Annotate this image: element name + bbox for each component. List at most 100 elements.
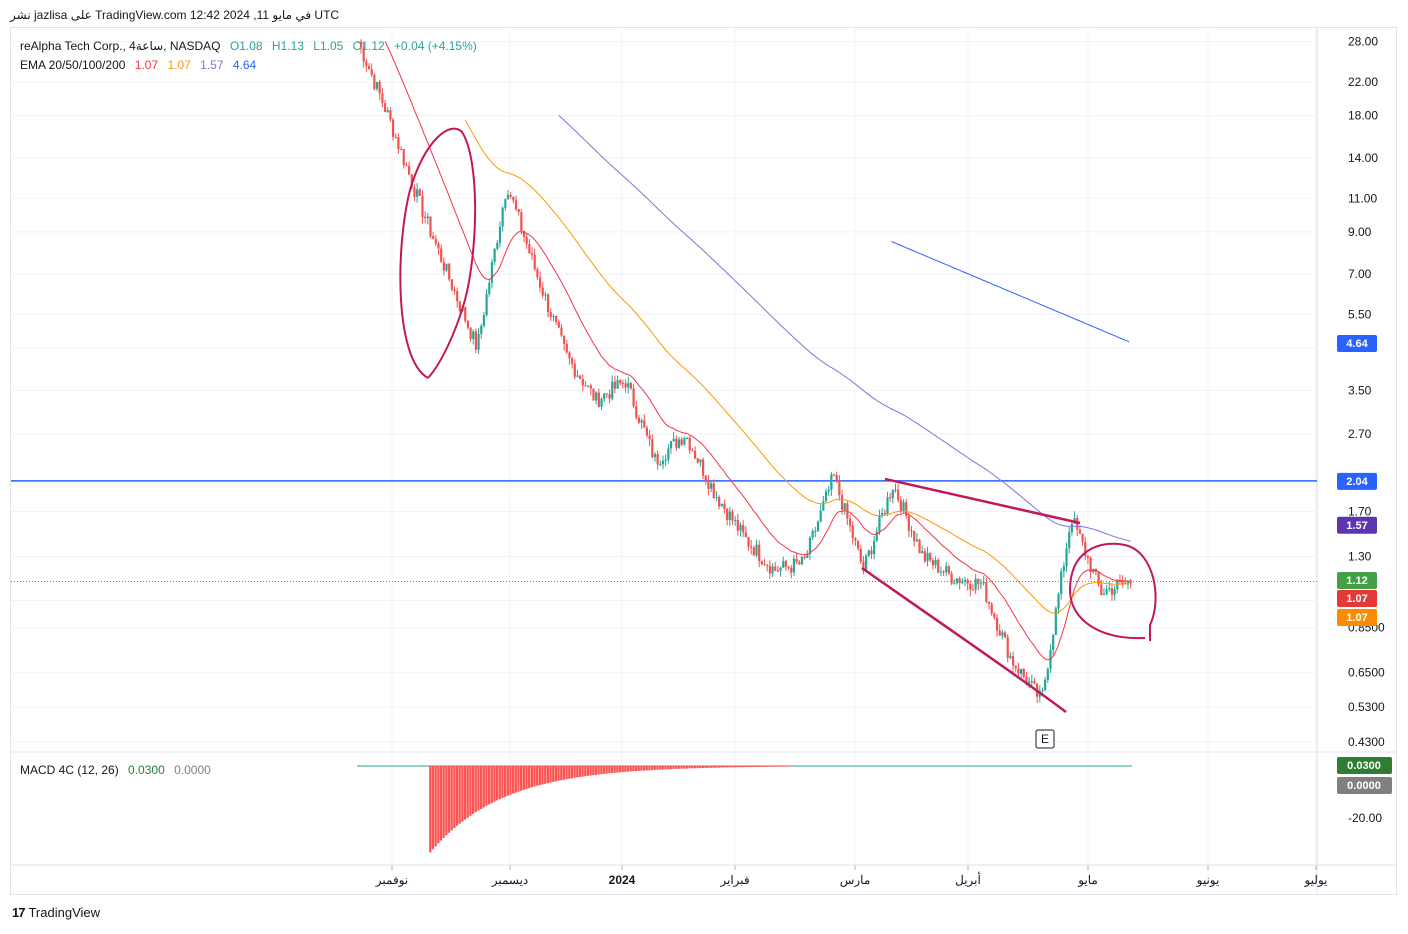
candle-body [397,137,400,150]
macd-hist-bar [717,766,721,768]
candle-body [1068,532,1071,549]
legend-macd-row: MACD 4C (12, 26) 0.0300 0.0000 [20,763,217,777]
candle-body [554,316,558,322]
candle-body [693,450,697,459]
candle-body [635,406,638,418]
tradingview-brand[interactable]: 17 TradingView [12,905,100,920]
price-tick-label: 18.00 [1348,109,1378,123]
candle-body [905,502,908,516]
macd-hist-bar [656,766,659,770]
candle-body [477,333,480,350]
macd-hist-bar [765,766,769,767]
ema50-line [464,119,1131,614]
candle-body [918,539,921,554]
macd-hist-bar [688,766,691,769]
macd-hist-bar [586,766,590,776]
macd-hist-bar [725,766,729,768]
candle-body [659,464,662,466]
candle-body [889,497,892,499]
candle-body [987,601,991,604]
macd-hist-bar [458,766,461,824]
candle-body [1113,589,1116,595]
legend-low: L1.05 [313,39,344,53]
candle-body [624,383,627,388]
legend-ema20: 1.07 [134,58,159,72]
candle-body [768,565,771,574]
macd-hist-bar [715,766,718,768]
candle-body [990,603,993,614]
candle-body [383,103,387,112]
candle-body [718,496,721,507]
time-tick-label: ديسمبر [491,873,529,887]
macd-hist-bar [773,766,777,767]
candle-body [1011,655,1015,666]
candle-body [734,519,737,521]
candle-body [894,489,897,491]
candle-body [429,216,432,237]
candle-body [367,65,371,70]
candle-body [1089,557,1092,573]
candle-body [934,559,937,566]
candle-body [752,547,755,556]
price-badge [1337,572,1377,589]
candle-body [953,583,956,585]
candle-body [538,277,542,288]
candle-body [1070,523,1073,533]
price-axis[interactable]: 28.0022.0018.0014.0011.009.007.005.504.5… [1337,35,1392,825]
macd-hist-bar [699,766,702,769]
candle-body [517,209,520,213]
candle-body [875,531,878,541]
candle-body [576,375,579,377]
candle-body [568,352,571,359]
candle-body [848,518,852,526]
macd-hist-bar [509,766,512,795]
macd-hist-bar [530,766,533,788]
candle-body [399,149,403,151]
price-tick-label: 5.50 [1348,308,1372,322]
macd-hist-bar [677,766,680,769]
candle-body [619,380,622,384]
candle-body [1118,580,1122,582]
candle-body [726,508,729,521]
macd-hist-bar [787,766,790,767]
candle-body [1017,668,1020,674]
macd-hist-bar [506,766,509,796]
candle-body [878,515,881,532]
ema100-line [558,115,1131,542]
time-tick-label: مايو [1077,873,1098,887]
candle-body [1057,594,1060,609]
candle-body [742,524,745,533]
macd-hist-bar [581,766,584,777]
candle-body [816,521,820,532]
candle-body [1076,517,1079,530]
macd-hist-bar [471,766,475,814]
candle-body [824,491,828,502]
candle-body [870,550,873,555]
macd-hist-bar [498,766,501,800]
candle-body [573,363,576,377]
candle-body [961,581,964,584]
candle-body [669,441,673,449]
candle-body [688,437,691,451]
time-axis[interactable]: نوفمبر ديسمبر 2024 فبراير مارس أبريل مايو يونيو… [375,865,1328,887]
price-tick-label: 0.4300 [1348,735,1385,749]
candle-body [822,501,825,511]
candle-body [509,194,512,197]
price-badge-label: 2.04 [1346,476,1368,488]
macd-hist-bar [648,766,651,771]
candle-body [747,537,750,547]
price-badge [1337,590,1377,607]
legend-ema50: 1.07 [167,58,191,72]
macd-hist-bar [683,766,686,769]
price-badge [1337,516,1377,534]
macd-hist-bar [658,766,662,770]
candle-body [408,165,411,175]
macd-hist-bar [479,766,483,809]
candle-body [709,483,713,489]
candle-body [1049,650,1052,669]
candle-body [456,290,459,302]
candle-body [921,551,924,554]
candle-body [432,236,435,239]
macd-hist-bar [589,766,592,776]
